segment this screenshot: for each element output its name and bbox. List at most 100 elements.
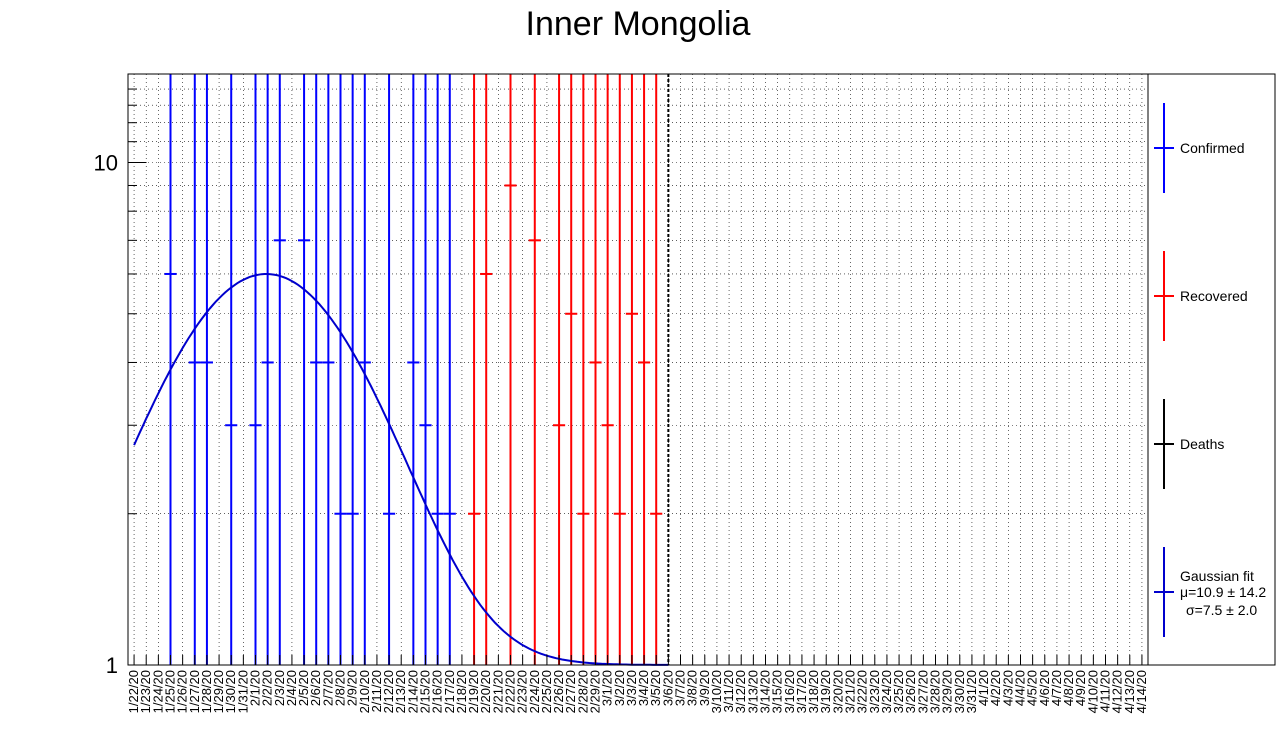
x-tick-label: 3/17/20 [794, 670, 809, 713]
x-tick-label: 4/8/20 [1061, 670, 1076, 706]
x-tick-label: 2/6/20 [308, 670, 323, 706]
x-tick-label: 3/3/20 [624, 670, 639, 706]
x-tick-label: 3/26/20 [903, 670, 918, 713]
legend-label: Deaths [1180, 436, 1224, 452]
x-tick-label: 1/27/20 [187, 670, 202, 713]
x-tick-label: 3/22/20 [855, 670, 870, 713]
chart-title: Inner Mongolia [526, 5, 751, 43]
legend-label: Confirmed [1180, 140, 1245, 156]
x-tick-label: 2/4/20 [284, 670, 299, 706]
x-tick-label: 3/25/20 [891, 670, 906, 713]
x-tick-label: 4/10/20 [1085, 670, 1100, 713]
x-tick-label: 2/7/20 [320, 670, 335, 706]
x-tick-label: 2/28/20 [575, 670, 590, 713]
x-tick-label: 2/17/20 [442, 670, 457, 713]
x-tick-label: 1/24/20 [150, 670, 165, 713]
x-tick-label: 2/14/20 [405, 670, 420, 713]
gaussian-fit [133, 273, 669, 666]
x-tick-label: 1/31/20 [235, 670, 250, 713]
x-tick-label: 2/24/20 [527, 670, 542, 713]
x-tick-label: 3/5/20 [648, 670, 663, 706]
x-tick-label: 2/23/20 [515, 670, 530, 713]
x-tick-label: 3/23/20 [867, 670, 882, 713]
y-tick-label: 10 [94, 150, 118, 175]
x-tick-label: 3/11/20 [721, 670, 736, 712]
x-tick-label: 2/9/20 [345, 670, 360, 706]
x-tick-label: 2/20/20 [478, 670, 493, 713]
legend-label: Recovered [1180, 288, 1248, 304]
legend-frame [1147, 73, 1276, 666]
grid [128, 74, 1148, 665]
x-tick-label: 3/21/20 [843, 670, 858, 713]
x-tick-label: 2/26/20 [551, 670, 566, 713]
x-tick-label: 3/2/20 [612, 670, 627, 706]
x-tick-label: 4/9/20 [1073, 670, 1088, 706]
x-tick-label: 2/15/20 [418, 670, 433, 713]
x-tick-label: 2/8/20 [333, 670, 348, 706]
x-tick-label: 4/6/20 [1037, 670, 1052, 706]
x-tick-label: 3/18/20 [806, 670, 821, 713]
x-tick-label: 2/13/20 [393, 670, 408, 713]
x-tick-label: 4/4/20 [1013, 670, 1028, 706]
x-tick-label: 2/11/20 [369, 670, 384, 712]
x-tick-label: 1/23/20 [138, 670, 153, 713]
x-tick-label: 1/30/20 [223, 670, 238, 713]
x-tick-label: 4/5/20 [1025, 670, 1040, 706]
x-tick-label: 3/10/20 [709, 670, 724, 713]
x-tick-label: 2/3/20 [272, 670, 287, 706]
x-tick-label: 2/25/20 [539, 670, 554, 713]
x-tick-label: 3/28/20 [928, 670, 943, 713]
x-tick-label: 1/26/20 [175, 670, 190, 713]
x-tick-label: 4/11/20 [1098, 670, 1113, 712]
legend-fit-mu: μ=10.9 ± 14.2 [1180, 584, 1266, 600]
x-tick-label: 1/25/20 [163, 670, 178, 713]
x-tick-label: 3/7/20 [673, 670, 688, 706]
x-tick-label: 2/1/20 [248, 670, 263, 706]
x-tick-label: 2/10/20 [357, 670, 372, 713]
x-tick-label: 3/16/20 [782, 670, 797, 713]
x-tick-label: 2/2/20 [260, 670, 275, 706]
error-bars [164, 74, 670, 665]
x-tick-label: 3/8/20 [685, 670, 700, 706]
x-tick-label: 2/21/20 [490, 670, 505, 713]
x-tick-label: 3/31/20 [964, 670, 979, 713]
x-tick-label: 3/12/20 [733, 670, 748, 713]
x-tick-label: 2/29/20 [588, 670, 603, 713]
legend: Confirmed Recovered Deaths Gaussian fitμ=10… [1147, 73, 1276, 666]
x-tick-label: 3/9/20 [697, 670, 712, 706]
legend-label: Gaussian fit [1180, 568, 1254, 584]
x-tick-label: 3/27/20 [915, 670, 930, 713]
x-tick-label: 3/13/20 [745, 670, 760, 713]
x-tick-label: 2/19/20 [466, 670, 481, 713]
x-tick-label: 4/13/20 [1122, 670, 1137, 713]
x-tick-label: 2/22/20 [503, 670, 518, 713]
axes: 1/22/201/23/201/24/201/25/201/26/201/27/… [94, 73, 1149, 713]
x-tick-label: 1/28/20 [199, 670, 214, 713]
x-tick-label: 2/18/20 [454, 670, 469, 713]
x-tick-label: 3/14/20 [758, 670, 773, 713]
x-tick-label: 4/14/20 [1134, 670, 1149, 713]
y-tick-label: 1 [106, 653, 118, 678]
x-tick-label: 3/29/20 [940, 670, 955, 713]
x-tick-label: 3/4/20 [636, 670, 651, 706]
x-tick-label: 4/12/20 [1110, 670, 1125, 713]
fit-curve [133, 273, 669, 666]
x-tick-label: 3/1/20 [600, 670, 615, 706]
x-tick-label: 3/19/20 [818, 670, 833, 713]
x-tick-label: 1/29/20 [211, 670, 226, 713]
x-tick-label: 4/2/20 [988, 670, 1003, 706]
x-tick-label: 3/24/20 [879, 670, 894, 713]
x-tick-label: 4/3/20 [1000, 670, 1015, 706]
legend-fit-sigma: σ=7.5 ± 2.0 [1186, 602, 1257, 618]
x-tick-label: 4/1/20 [976, 670, 991, 706]
x-tick-label: 3/20/20 [830, 670, 845, 713]
x-tick-label: 2/5/20 [296, 670, 311, 706]
x-tick-label: 3/6/20 [660, 670, 675, 706]
x-tick-label: 2/12/20 [381, 670, 396, 713]
x-tick-label: 3/15/20 [770, 670, 785, 713]
x-tick-label: 1/22/20 [126, 670, 141, 713]
x-tick-label: 2/27/20 [563, 670, 578, 713]
x-tick-label: 3/30/20 [952, 670, 967, 713]
x-tick-label: 4/7/20 [1049, 670, 1064, 706]
